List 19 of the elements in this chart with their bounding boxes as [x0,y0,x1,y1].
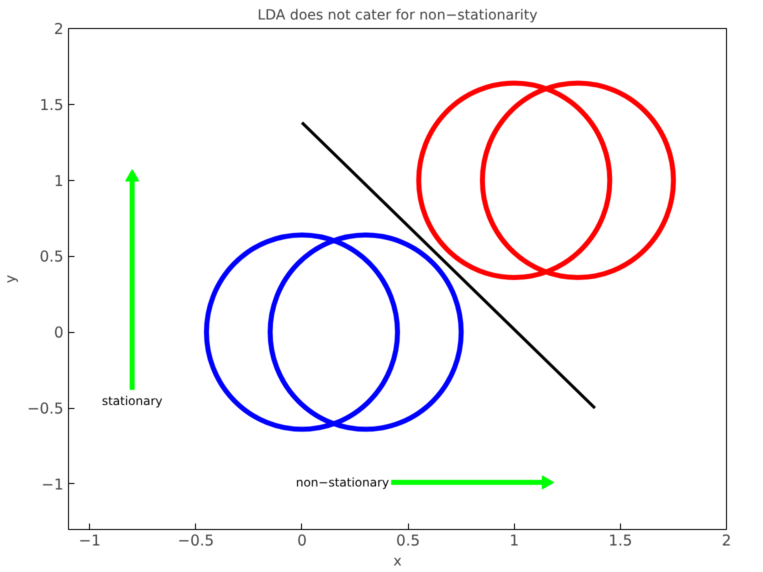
y-tick-label: −1 [41,475,64,494]
y-tick-label: 0 [54,324,64,342]
x-tick-label: 2 [722,532,732,550]
y-tick-label: 0.5 [40,248,64,266]
y-tick-label: −0.5 [27,400,64,418]
y-tick-label: 1 [54,172,64,190]
x-tick-label: 1 [509,532,520,550]
y-tick-label: 2 [54,20,64,38]
x-tick-label: −0.5 [178,532,214,550]
series-label: stationary [102,394,163,408]
x-tick-label: 0.5 [396,532,420,550]
x-tick-label: 0 [297,532,307,550]
series-label: non−stationary [296,475,390,490]
x-axis-title: x [393,554,402,570]
x-tick-label: −1 [78,532,101,550]
chart-title: LDA does not cater for non−stationarity [257,8,538,24]
y-axis-title: y [3,274,20,284]
x-tick-label: 1.5 [608,532,632,550]
y-tick-label: 1.5 [40,96,64,114]
